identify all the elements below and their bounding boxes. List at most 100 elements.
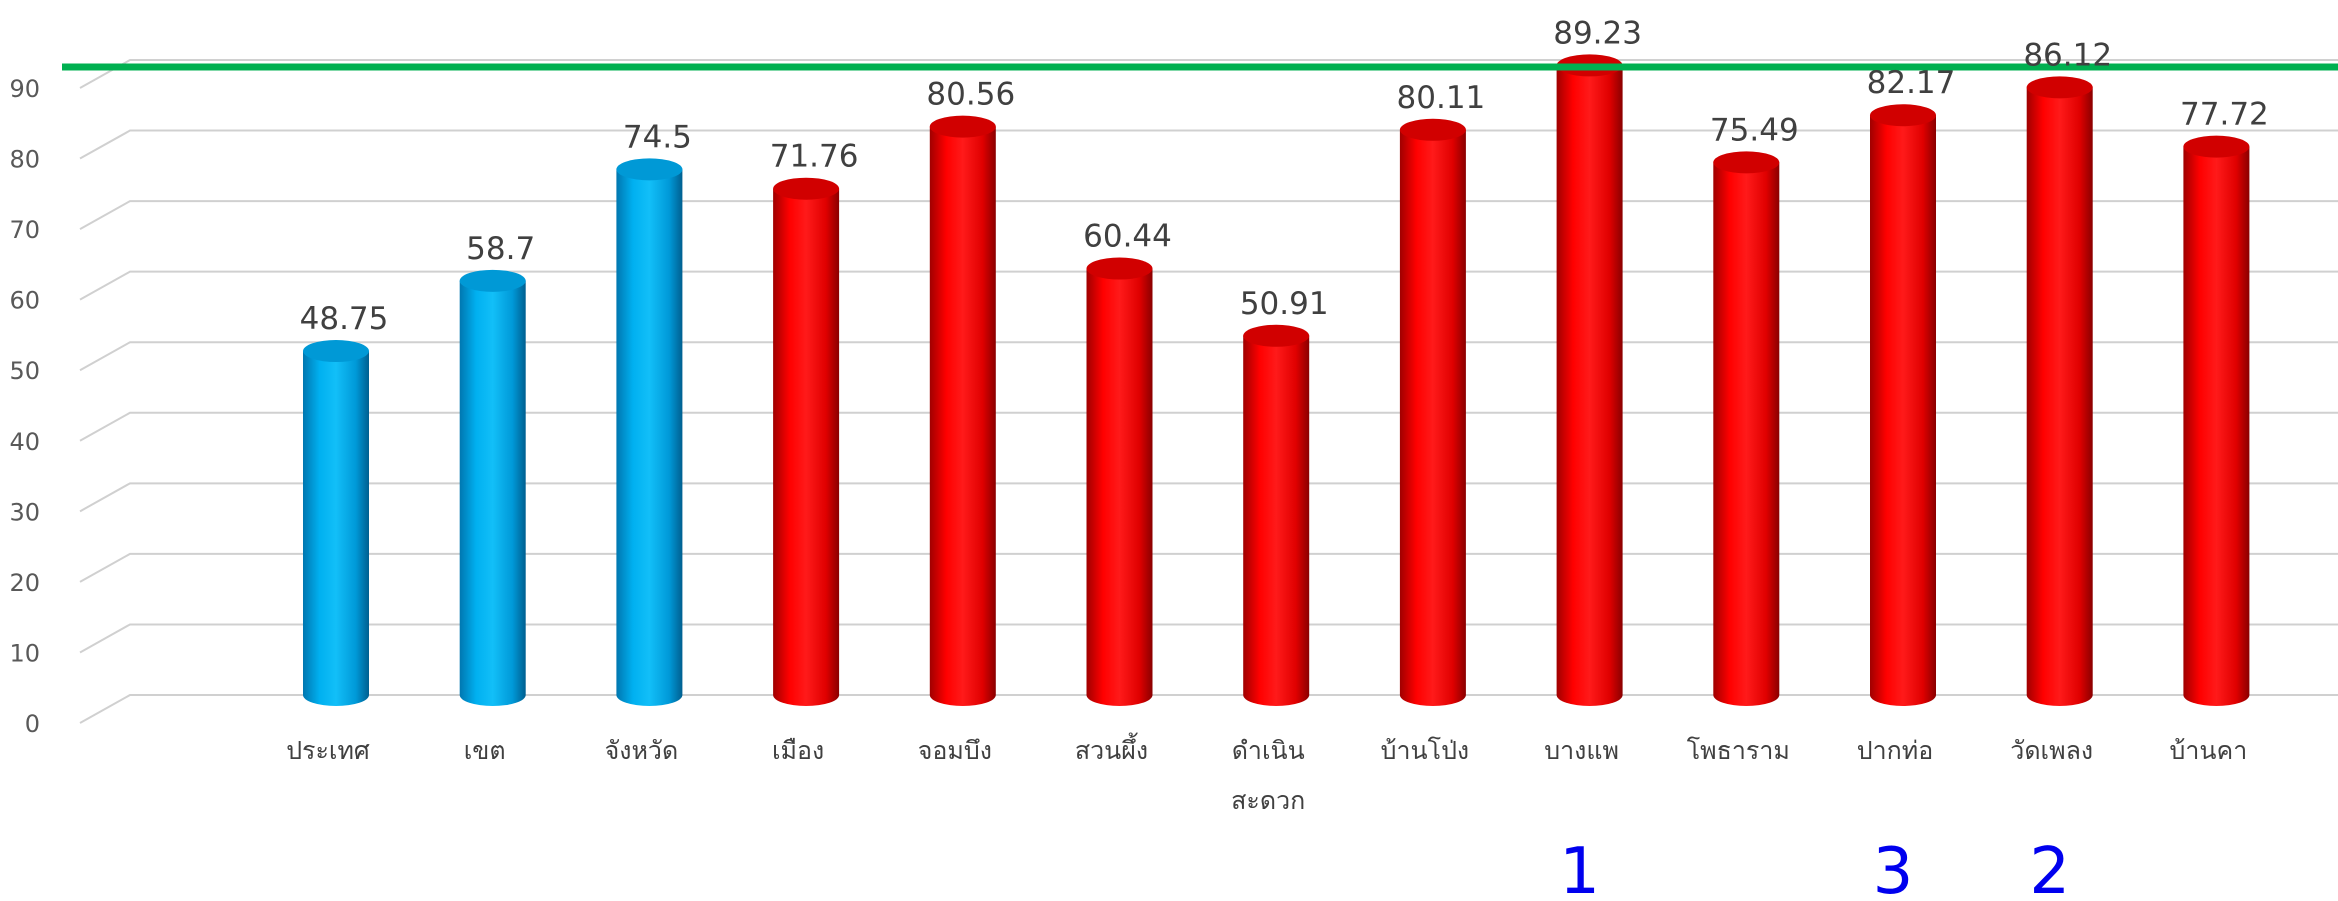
data-label: 80.11 <box>1397 80 1486 116</box>
bar <box>616 158 683 707</box>
bar <box>1399 118 1466 707</box>
x-tick-label-line: ดำเนิน <box>1232 736 1305 765</box>
bar-body <box>1713 162 1780 707</box>
rank-label: 1 <box>1559 835 1600 901</box>
rank-label: 3 <box>1873 835 1914 901</box>
bar-body <box>1870 115 1936 707</box>
x-tick-label: บางแพ <box>1544 736 1619 765</box>
x-tick-label-line: บ้านคา <box>2170 736 2248 765</box>
data-label: 74.5 <box>623 119 692 155</box>
x-tick-label: เมือง <box>772 736 824 765</box>
bar-body <box>929 126 996 707</box>
rank-label: 2 <box>2029 835 2070 901</box>
data-label: 60.44 <box>1083 219 1172 255</box>
rank-labels: 1 3 2 <box>1559 835 2070 901</box>
data-label: 80.56 <box>926 77 1015 113</box>
y-tick-label: 60 <box>9 287 40 315</box>
x-tick-label: ดำเนินสะดวก <box>1231 736 1305 815</box>
x-tick-label-line: ประเทศ <box>286 736 370 765</box>
data-label: 77.72 <box>2180 97 2269 133</box>
x-tick-label: โพธาราม <box>1687 736 1790 765</box>
gridline <box>79 623 2338 654</box>
y-tick-label: 30 <box>9 498 40 526</box>
x-tick-label: สวนผึ้ง <box>1075 732 1148 765</box>
x-tick-label-line: จังหวัด <box>605 736 679 765</box>
data-label: 48.75 <box>300 301 389 337</box>
gridline <box>79 482 2338 513</box>
bar <box>773 177 840 707</box>
bar-cap <box>1243 324 1310 347</box>
gridline <box>79 129 2338 160</box>
x-tick-label: วัดเพลง <box>2010 736 2093 765</box>
x-axis: ประเทศ เขต จังหวัด เมือง จอมบึง สวนผึ้ง ดำเนิน… <box>286 732 2247 815</box>
x-tick-label-line: บ้านโป่ง <box>1381 736 1470 765</box>
bar-cap <box>1399 118 1466 141</box>
value-labels: 48.75 58.7 74.5 71.76 80.56 60.44 50.91 80.11 89… <box>300 15 2269 337</box>
data-label: 82.17 <box>1867 65 1956 101</box>
x-tick-label: บ้านโป่ง <box>1381 736 1470 765</box>
bar-cap <box>1713 151 1780 174</box>
data-label: 71.76 <box>770 139 859 175</box>
x-tick-label-line: โพธาราม <box>1687 736 1790 765</box>
bar-cap <box>929 115 996 138</box>
bar <box>1243 324 1310 707</box>
x-tick-label-line: สะดวก <box>1231 786 1305 815</box>
x-tick-label-line: วัดเพลง <box>2010 736 2093 765</box>
x-tick-label: จังหวัด <box>605 736 679 765</box>
x-tick-label-line: เมือง <box>772 736 824 765</box>
x-tick-label: เขต <box>464 736 506 765</box>
bar-cap <box>773 177 840 200</box>
bar-body <box>459 280 526 707</box>
y-tick-label: 50 <box>9 357 40 385</box>
bar <box>1556 54 1623 707</box>
gridline <box>79 552 2338 583</box>
bars <box>303 54 2250 707</box>
bar <box>929 115 996 707</box>
bar-body <box>1243 335 1310 707</box>
x-tick-label: ปากท่อ <box>1857 736 1934 765</box>
gridline <box>79 341 2338 372</box>
y-tick-label: 90 <box>9 75 40 103</box>
bar-body <box>2026 87 2093 707</box>
y-axis: 0 10 20 30 40 50 60 70 80 90 <box>9 75 40 738</box>
bar-cap <box>1086 257 1153 280</box>
y-tick-label: 40 <box>9 428 40 456</box>
x-tick-label: ประเทศ <box>286 736 370 765</box>
bar <box>2026 76 2093 707</box>
data-label: 50.91 <box>1240 286 1329 322</box>
y-tick-label: 10 <box>9 639 40 667</box>
x-tick-label-line: บางแพ <box>1544 736 1619 765</box>
bar-body <box>1399 129 1466 707</box>
bar <box>2183 135 2250 707</box>
bar <box>1086 257 1153 707</box>
bar-cap <box>459 269 526 292</box>
gridline <box>79 694 2338 724</box>
y-tick-label: 80 <box>9 146 40 174</box>
bar <box>459 269 526 707</box>
data-label: 75.49 <box>1710 112 1799 148</box>
bar-body <box>303 351 369 706</box>
data-label: 89.23 <box>1553 15 1642 51</box>
y-tick-label: 20 <box>9 569 40 597</box>
gridline <box>79 411 2338 442</box>
gridline <box>79 270 2338 301</box>
x-tick-label-line: เขต <box>464 736 506 765</box>
y-tick-label: 0 <box>25 710 40 738</box>
bar-body <box>773 188 840 707</box>
bar-cap <box>1870 104 1936 127</box>
bar <box>1713 151 1780 707</box>
bar <box>1870 104 1936 707</box>
bar <box>303 340 369 706</box>
bar-cap <box>2183 135 2250 158</box>
bar-body <box>616 169 683 707</box>
bar-cap <box>2026 76 2093 99</box>
gridlines <box>79 59 2338 724</box>
bar-body <box>2183 146 2250 707</box>
x-tick-label-line: จอมบึง <box>918 736 992 765</box>
data-label: 58.7 <box>466 231 535 267</box>
gridline <box>79 200 2338 230</box>
x-tick-label: จอมบึง <box>918 736 992 765</box>
data-label: 86.12 <box>2023 37 2112 73</box>
bar-cap <box>303 340 369 363</box>
